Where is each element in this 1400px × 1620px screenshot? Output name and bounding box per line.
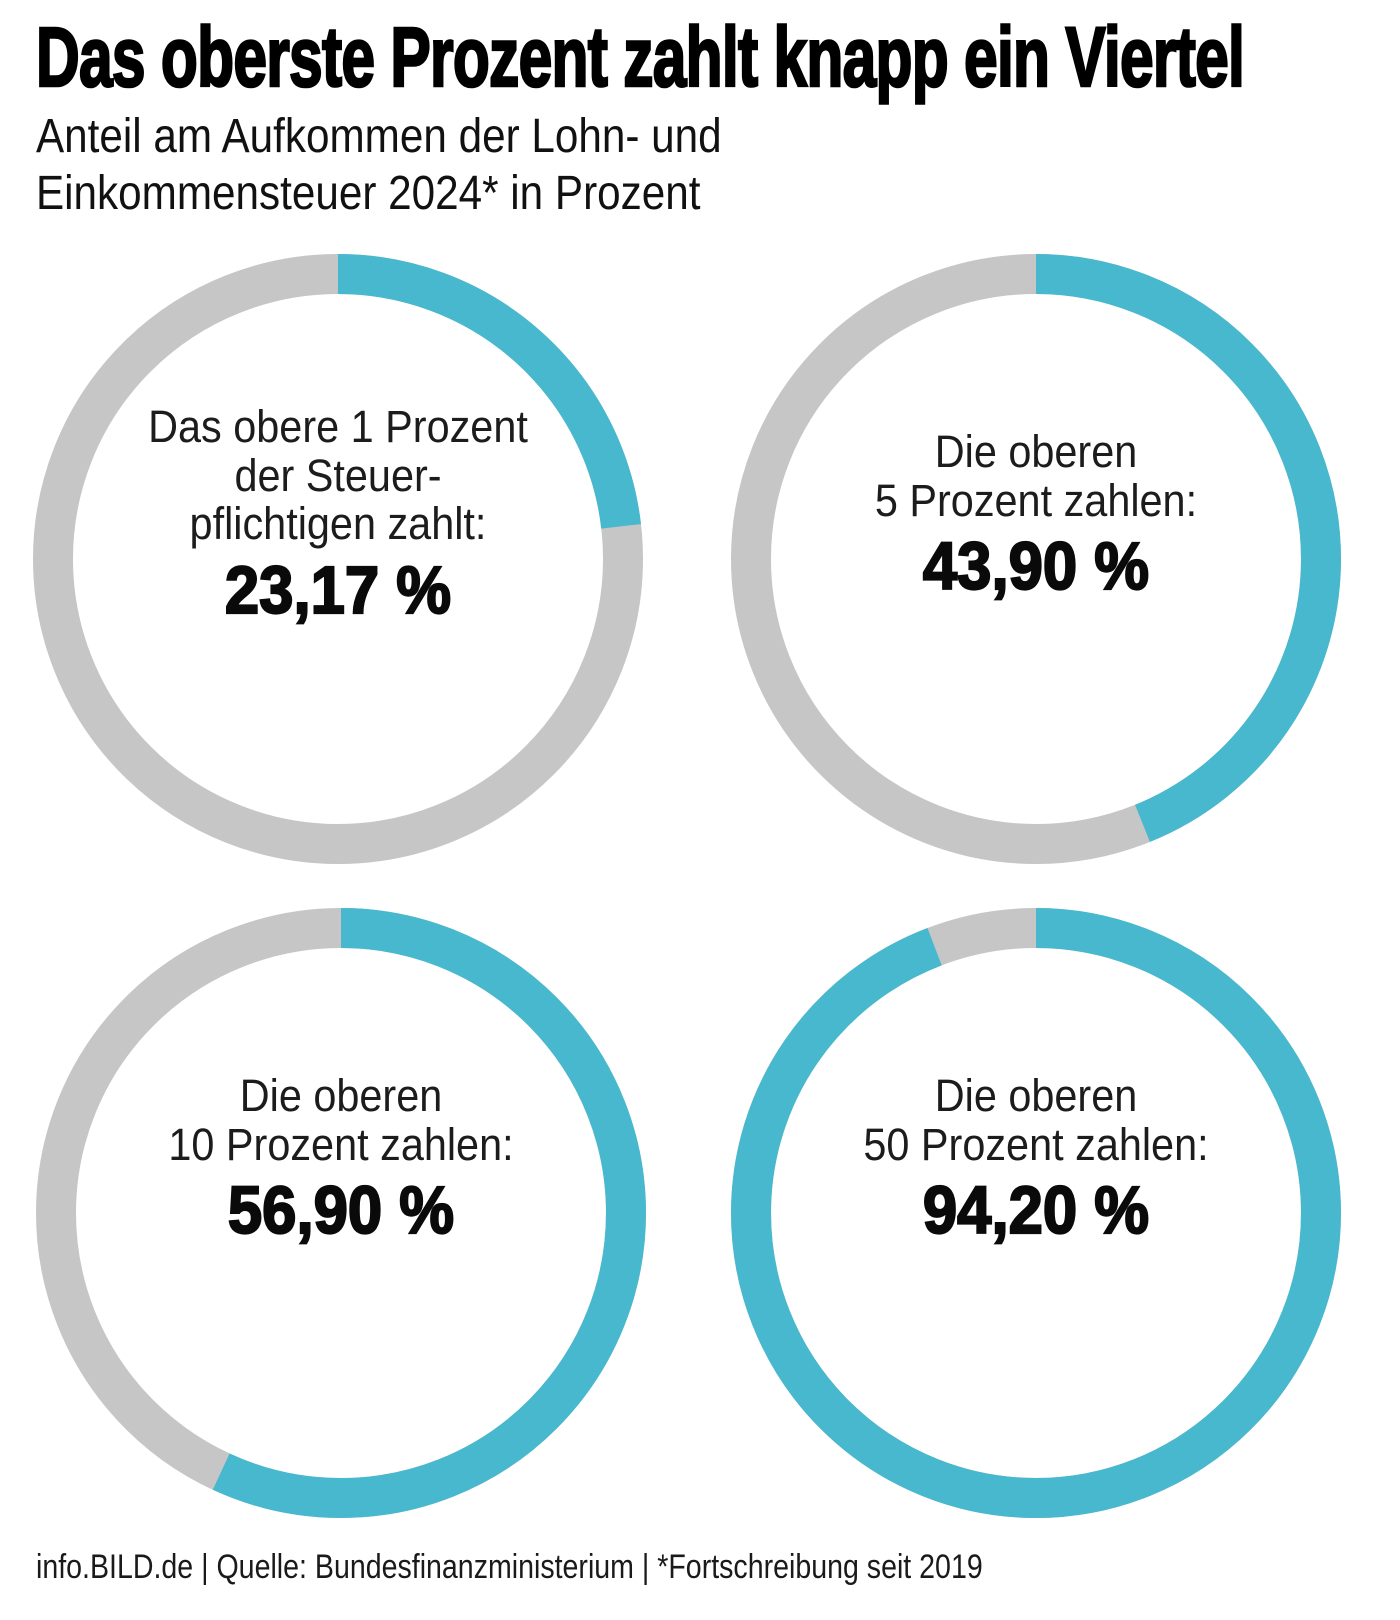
subtitle-line-2: Einkommensteuer 2024* in Prozent xyxy=(36,166,701,220)
donut-label-line: Die oberen xyxy=(934,426,1138,477)
donut-label-line: Das obere 1 Prozent xyxy=(148,401,528,452)
donut-chart-top-50-percent xyxy=(731,908,1341,1518)
donut-label-top-1-percent: Das obere 1 Prozent der Steuer- pflichti… xyxy=(56,401,619,628)
header: Das oberste Prozent zahlt knapp ein Vier… xyxy=(35,10,1396,222)
page-title: Das oberste Prozent zahlt knapp ein Vier… xyxy=(35,10,1246,104)
donut-value-arc xyxy=(33,254,643,864)
donut-section-top-50-percent: Die oberen 50 Prozent zahlen: 94,20 % xyxy=(730,907,1342,1519)
donut-label-line: Die oberen xyxy=(934,1070,1138,1121)
donut-value-label: 94,20 % xyxy=(922,1173,1150,1249)
donut-label-line: 50 Prozent zahlen: xyxy=(863,1118,1209,1170)
donut-label-line: der Steuer- xyxy=(234,449,442,501)
source-credit-line: info.BILD.de | Quelle: Bundesfinanzminis… xyxy=(36,1548,983,1586)
donut-section-top-1-percent: Das obere 1 Prozent der Steuer- pflichti… xyxy=(32,253,644,865)
donut-chart-top-10-percent xyxy=(36,908,646,1518)
donut-chart-top-5-percent xyxy=(731,254,1341,864)
subtitle-line-1: Anteil am Aufkommen der Lohn- und xyxy=(36,110,722,164)
donut-label-line: 10 Prozent zahlen: xyxy=(168,1118,514,1170)
donut-label-top-5-percent: Die oberen 5 Prozent zahlen: 43,90 % xyxy=(754,426,1317,605)
donut-value-label: 23,17 % xyxy=(224,552,452,628)
donut-value-arc xyxy=(731,908,1341,1518)
donut-value-label: 56,90 % xyxy=(227,1173,455,1249)
donut-label-line: Die oberen xyxy=(239,1070,443,1121)
donut-label-line: 5 Prozent zahlen: xyxy=(874,474,1198,526)
donut-label-line: pflichtigen zahlt: xyxy=(189,498,487,550)
donut-chart-top-1-percent xyxy=(33,254,643,864)
page-title-wrap: Das oberste Prozent zahlt knapp ein Vier… xyxy=(35,10,1396,104)
donut-value-arc xyxy=(731,254,1341,864)
donut-section-top-10-percent: Die oberen 10 Prozent zahlen: 56,90 % xyxy=(35,907,647,1519)
page-subtitle: Anteil am Aufkommen der Lohn- und Einkom… xyxy=(36,109,1233,221)
donut-value-label: 43,90 % xyxy=(922,529,1150,605)
donut-section-top-5-percent: Die oberen 5 Prozent zahlen: 43,90 % xyxy=(730,253,1342,865)
donut-value-arc xyxy=(36,908,646,1518)
donut-label-top-50-percent: Die oberen 50 Prozent zahlen: 94,20 % xyxy=(754,1070,1317,1249)
donut-label-top-10-percent: Die oberen 10 Prozent zahlen: 56,90 % xyxy=(59,1070,622,1249)
